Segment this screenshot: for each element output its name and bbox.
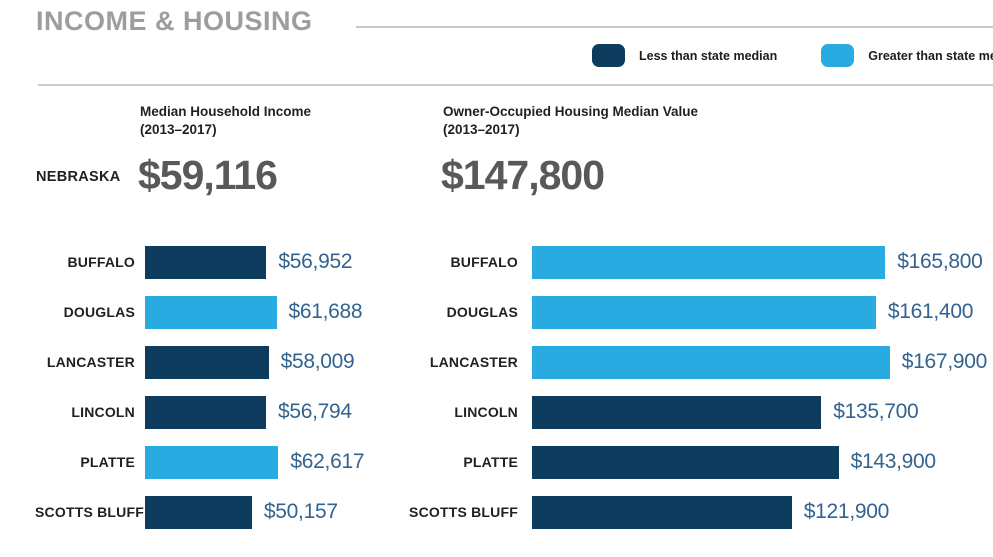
value-label: $61,688: [288, 300, 363, 323]
county-label: LANCASTER: [429, 354, 518, 370]
county-label: PLATTE: [463, 454, 518, 470]
legend-label-greater: Greater than state median: [868, 48, 993, 63]
bar-row: SCOTTS BLUFF $50,157: [35, 487, 364, 537]
county-label: LANCASTER: [46, 354, 135, 370]
column-header-income-line2: (2013–2017): [140, 121, 217, 137]
value-label: $62,617: [290, 450, 365, 473]
county-label: SCOTTS BLUFF: [409, 504, 518, 520]
bar-row: DOUGLAS $161,400: [404, 287, 987, 337]
legend: Less than state median Greater than stat…: [592, 44, 993, 67]
bar-row: LINCOLN $56,794: [35, 387, 364, 437]
bar: [145, 345, 269, 379]
county-label: LINCOLN: [71, 404, 135, 420]
bar-row: PLATTE $143,900: [404, 437, 987, 487]
bar: [145, 495, 252, 529]
value-label: $161,400: [887, 300, 974, 323]
legend-item-less: Less than state median: [592, 44, 777, 67]
section-divider: [38, 84, 993, 86]
bar-row: PLATTE $62,617: [35, 437, 365, 487]
bar-row: BUFFALO $56,952: [35, 237, 364, 287]
bar: [532, 495, 792, 529]
county-label: SCOTTS BLUFF: [35, 504, 144, 520]
county-label: LINCOLN: [454, 404, 518, 420]
column-header-income: Median Household Income (2013–2017): [140, 103, 311, 138]
value-label: $143,900: [850, 450, 937, 473]
column-header-housing: Owner-Occupied Housing Median Value (201…: [443, 103, 698, 138]
title-rule: [356, 26, 993, 28]
bar: [532, 395, 822, 429]
county-label: BUFFALO: [450, 254, 518, 270]
state-income-value: $59,116: [138, 152, 278, 198]
bar-row: LANCASTER $58,009: [35, 337, 364, 387]
value-label: $56,794: [278, 400, 352, 423]
bar: [532, 295, 876, 329]
legend-label-less: Less than state median: [639, 48, 778, 63]
bar: [145, 445, 279, 479]
bar: [145, 295, 277, 329]
value-label: $121,900: [803, 500, 890, 523]
column-header-housing-line1: Owner-Occupied Housing Median Value: [443, 104, 699, 119]
chart-housing: BUFFALO $165,800 DOUGLAS $161,400 LANCASTER $…: [404, 237, 987, 537]
page-title: INCOME & HOUSING: [36, 6, 313, 36]
county-label: DOUGLAS: [63, 304, 135, 320]
value-label: $165,800: [897, 250, 983, 273]
bar: [532, 445, 839, 479]
value-label: $167,900: [901, 350, 988, 373]
bar: [145, 395, 266, 429]
bar-row: BUFFALO $165,800: [404, 237, 987, 287]
value-label: $50,157: [263, 500, 338, 523]
value-label: $135,700: [833, 400, 919, 423]
county-label: BUFFALO: [67, 254, 135, 270]
chart-income: BUFFALO $56,952 DOUGLAS $61,688 LANCASTER $58…: [35, 237, 365, 537]
county-label: PLATTE: [80, 454, 135, 470]
column-header-housing-line2: (2013–2017): [443, 121, 520, 137]
legend-swatch-less-icon: [592, 44, 625, 67]
county-label: DOUGLAS: [446, 304, 518, 320]
legend-swatch-greater-icon: [821, 44, 855, 67]
value-label: $58,009: [280, 350, 355, 373]
bar-row: DOUGLAS $61,688: [35, 287, 364, 337]
bar: [145, 245, 267, 279]
bar: [532, 345, 890, 379]
value-label: $56,952: [278, 250, 353, 273]
column-header-income-line1: Median Household Income: [140, 104, 312, 119]
bar-row: LANCASTER $167,900: [404, 337, 987, 387]
legend-item-greater: Greater than state median: [821, 44, 993, 67]
bar-row: LINCOLN $135,700: [404, 387, 987, 437]
bar-row: SCOTTS BLUFF $121,900: [404, 487, 987, 537]
bar: [532, 245, 886, 279]
state-label: NEBRASKA: [36, 169, 121, 185]
state-housing-value: $147,800: [441, 152, 605, 198]
